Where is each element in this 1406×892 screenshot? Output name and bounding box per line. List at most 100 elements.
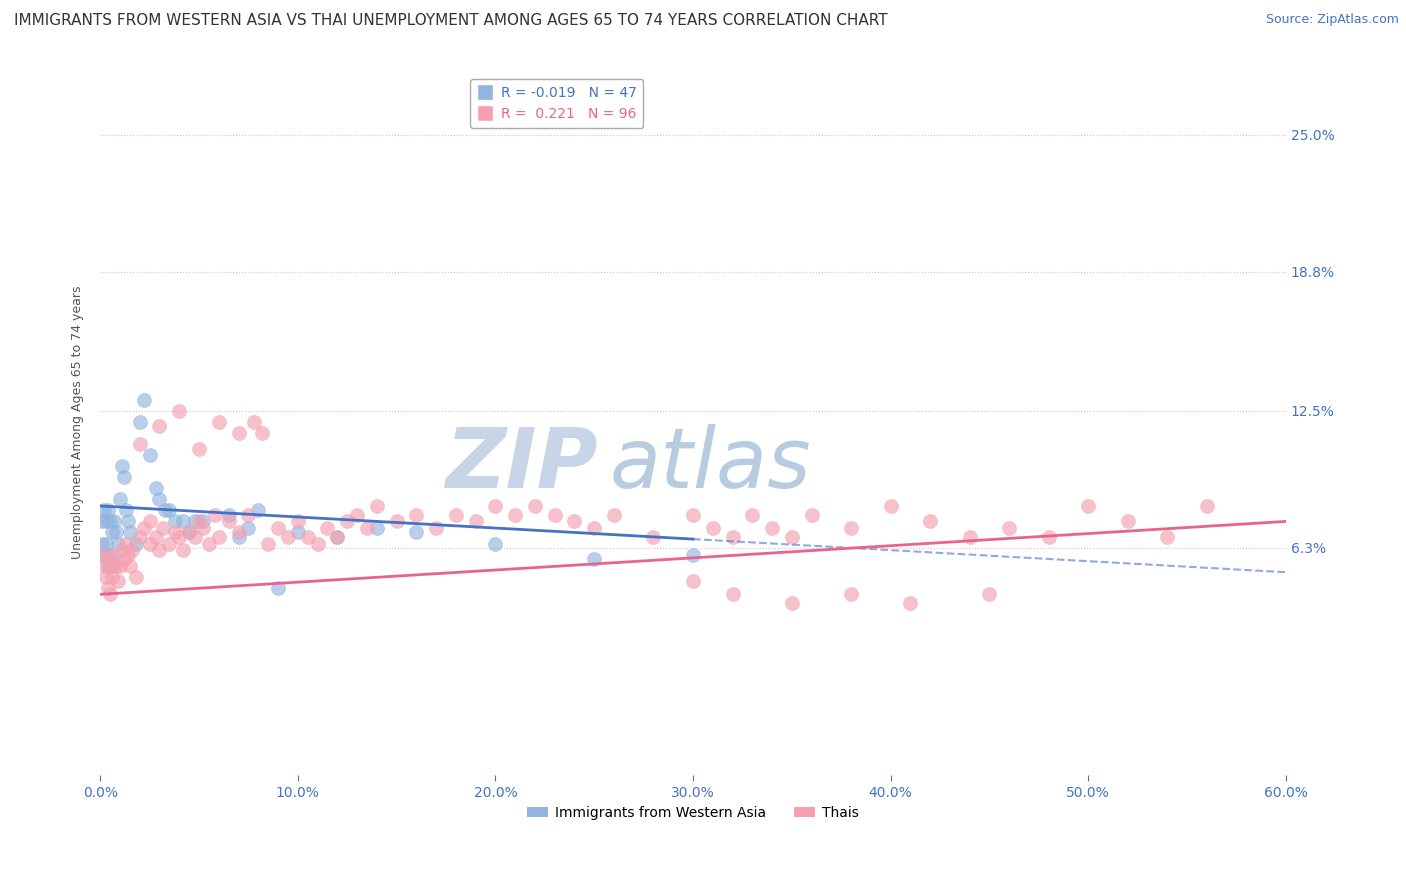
Point	[702, 521, 724, 535]
Point	[103, 515, 125, 529]
Point	[356, 521, 378, 535]
Point	[287, 525, 309, 540]
Y-axis label: Unemployment Among Ages 65 to 74 years: Unemployment Among Ages 65 to 74 years	[72, 285, 84, 558]
Point	[277, 530, 299, 544]
Point	[152, 521, 174, 535]
Point	[188, 442, 211, 456]
Point	[91, 548, 114, 562]
Point	[741, 508, 763, 522]
Point	[346, 508, 368, 522]
Point	[564, 515, 586, 529]
Point	[121, 543, 143, 558]
Point	[128, 530, 150, 544]
Point	[107, 574, 129, 588]
Point	[179, 525, 201, 540]
Point	[307, 536, 329, 550]
Point	[238, 521, 260, 535]
Point	[920, 515, 942, 529]
Point	[172, 515, 194, 529]
Point	[172, 543, 194, 558]
Point	[91, 515, 114, 529]
Point	[464, 515, 486, 529]
Point	[228, 425, 250, 440]
Point	[111, 459, 134, 474]
Point	[148, 419, 170, 434]
Point	[112, 552, 135, 566]
Point	[503, 508, 526, 522]
Point	[188, 515, 211, 529]
Point	[117, 515, 139, 529]
Point	[484, 536, 506, 550]
Point	[682, 548, 704, 562]
Point	[97, 581, 120, 595]
Point	[118, 558, 141, 573]
Point	[103, 548, 125, 562]
Point	[155, 503, 177, 517]
Point	[721, 530, 744, 544]
Point	[98, 558, 121, 573]
Point	[125, 536, 148, 550]
Point	[721, 587, 744, 601]
Point	[98, 515, 121, 529]
Point	[145, 530, 167, 544]
Point	[107, 536, 129, 550]
Point	[93, 548, 115, 562]
Point	[198, 536, 221, 550]
Point	[297, 530, 319, 544]
Point	[94, 569, 117, 583]
Point	[405, 508, 427, 522]
Point	[94, 515, 117, 529]
Point	[117, 548, 139, 562]
Point	[191, 521, 214, 535]
Point	[184, 530, 207, 544]
Point	[115, 536, 138, 550]
Point	[93, 558, 115, 573]
Point	[366, 499, 388, 513]
Point	[112, 470, 135, 484]
Point	[125, 569, 148, 583]
Point	[879, 499, 901, 513]
Point	[257, 536, 280, 550]
Point	[898, 596, 921, 610]
Point	[444, 508, 467, 522]
Point	[148, 543, 170, 558]
Point	[1195, 499, 1218, 513]
Point	[204, 508, 226, 522]
Point	[101, 569, 124, 583]
Point	[132, 392, 155, 407]
Point	[165, 525, 187, 540]
Text: IMMIGRANTS FROM WESTERN ASIA VS THAI UNEMPLOYMENT AMONG AGES 65 TO 74 YEARS CORR: IMMIGRANTS FROM WESTERN ASIA VS THAI UNE…	[14, 13, 887, 29]
Point	[138, 536, 160, 550]
Point	[643, 530, 665, 544]
Point	[366, 521, 388, 535]
Point	[93, 503, 115, 517]
Point	[118, 525, 141, 540]
Point	[998, 521, 1021, 535]
Point	[157, 503, 180, 517]
Point	[115, 503, 138, 517]
Text: ZIP: ZIP	[446, 424, 598, 505]
Point	[1038, 530, 1060, 544]
Point	[108, 492, 131, 507]
Point	[243, 415, 266, 429]
Point	[218, 508, 240, 522]
Point	[484, 499, 506, 513]
Point	[145, 481, 167, 495]
Point	[128, 415, 150, 429]
Point	[101, 525, 124, 540]
Point	[108, 558, 131, 573]
Point	[97, 503, 120, 517]
Point	[105, 525, 128, 540]
Point	[583, 552, 606, 566]
Point	[97, 552, 120, 566]
Point	[484, 84, 506, 98]
Point	[385, 515, 408, 529]
Point	[218, 515, 240, 529]
Point	[247, 503, 270, 517]
Point	[111, 543, 134, 558]
Point	[238, 508, 260, 522]
Point	[316, 521, 339, 535]
Point	[523, 499, 546, 513]
Text: atlas: atlas	[610, 424, 811, 505]
Point	[228, 525, 250, 540]
